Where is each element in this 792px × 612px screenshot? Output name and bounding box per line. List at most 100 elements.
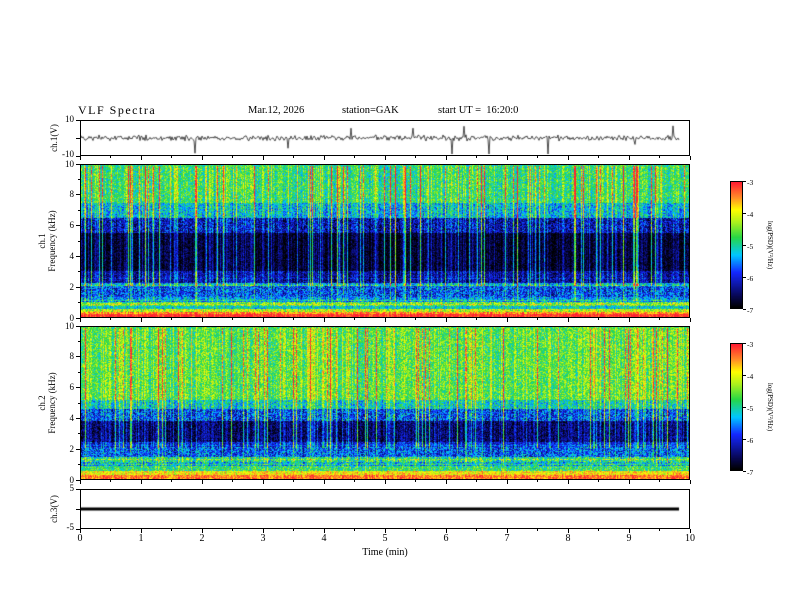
ch3-voltage-axis-text: ch.3(V)	[49, 495, 59, 523]
x-tick	[262, 318, 264, 322]
x-minor-tick	[415, 480, 416, 482]
x-tick	[262, 480, 264, 484]
x-minor-tick	[415, 156, 416, 158]
y-tick	[76, 194, 80, 196]
y-tick	[76, 137, 80, 139]
y-minor-tick	[78, 240, 80, 242]
colorbar-tick-label: -5	[747, 242, 754, 251]
y-minor-tick	[78, 340, 80, 342]
x-tick	[140, 529, 142, 533]
ch2-channel-text: ch.2	[37, 395, 47, 411]
x-tick	[323, 318, 325, 322]
y-tick	[76, 317, 80, 319]
colorbar-tick	[743, 342, 746, 344]
colorbar-tick	[743, 406, 746, 408]
colorbar-2-gradient	[731, 344, 742, 470]
x-tick	[323, 480, 325, 484]
x-tick	[201, 529, 203, 533]
colorbar-tick	[743, 212, 746, 214]
x-minor-tick	[354, 318, 355, 320]
ch1-ymax-label: 10	[65, 114, 74, 124]
y-tick-label: 6	[69, 382, 75, 393]
y-tick-label: 10	[65, 158, 74, 169]
start-ut-label: start UT = 16:20:0	[438, 105, 519, 116]
x-minor-tick	[415, 318, 416, 320]
x-tick-label: 3	[260, 533, 266, 544]
x-tick	[201, 480, 203, 484]
x-minor-tick	[110, 156, 111, 158]
y-minor-tick	[78, 402, 80, 404]
ch1-spectrogram-panel	[80, 164, 690, 318]
ch3-waveform-canvas	[81, 490, 689, 528]
ch2-spectrogram-panel	[80, 326, 690, 480]
x-minor-tick	[659, 529, 660, 531]
x-tick	[689, 318, 691, 322]
x-minor-tick	[110, 318, 111, 320]
x-tick-label: 5	[382, 533, 388, 544]
y-tick	[76, 479, 80, 481]
x-minor-tick	[354, 529, 355, 531]
colorbar-tick-label: -7	[747, 306, 754, 315]
y-tick	[76, 356, 80, 358]
x-tick	[79, 156, 81, 160]
colorbar-1-label: log(PSD)(V²/Hz)	[766, 220, 774, 270]
x-tick	[262, 529, 264, 533]
x-minor-tick	[354, 156, 355, 158]
x-tick	[506, 318, 508, 322]
ch2-frequency-axis-label: ch.2 Frequency (kHz)	[37, 372, 57, 433]
ch3-ymin-label: -5	[66, 522, 75, 532]
colorbar-2	[730, 343, 743, 471]
colorbar-2-label: log(PSD)(V²/Hz)	[766, 382, 774, 432]
x-tick	[79, 318, 81, 322]
ch2-spectrogram-canvas	[81, 327, 689, 479]
y-tick	[76, 225, 80, 227]
colorbar-tick	[743, 438, 746, 440]
y-tick	[76, 417, 80, 419]
ch1-frequency-axis-label: ch.1 Frequency (kHz)	[37, 210, 57, 271]
x-tick	[567, 318, 569, 322]
y-tick-label: 0	[69, 474, 75, 485]
station-label: station=GAK	[342, 105, 399, 116]
x-minor-tick	[232, 318, 233, 320]
x-minor-tick	[476, 156, 477, 158]
x-minor-tick	[171, 480, 172, 482]
x-minor-tick	[171, 318, 172, 320]
y-tick	[76, 325, 80, 327]
x-tick	[384, 480, 386, 484]
x-minor-tick	[598, 480, 599, 482]
y-tick	[76, 119, 80, 121]
y-tick	[76, 488, 80, 490]
x-minor-tick	[598, 318, 599, 320]
x-tick	[384, 156, 386, 160]
colorbar-tick	[743, 470, 746, 472]
x-tick	[201, 156, 203, 160]
x-tick	[140, 156, 142, 160]
x-minor-tick	[110, 480, 111, 482]
x-tick-label: 1	[138, 533, 144, 544]
y-tick-label: 6	[69, 220, 75, 231]
ch1-voltage-axis-label: ch.1(V)	[49, 124, 59, 152]
x-tick	[140, 318, 142, 322]
x-tick	[262, 156, 264, 160]
ch3-ymax-label: 5	[69, 483, 75, 493]
x-minor-tick	[171, 156, 172, 158]
y-tick-label: 8	[69, 189, 75, 200]
ch1-ymin-label: -10	[62, 149, 74, 159]
x-tick-label: 0	[77, 533, 83, 544]
x-tick	[384, 318, 386, 322]
x-minor-tick	[537, 480, 538, 482]
y-tick	[76, 387, 80, 389]
y-tick	[76, 155, 80, 157]
x-tick	[567, 156, 569, 160]
ch3-voltage-axis-label: ch.3(V)	[49, 495, 59, 523]
x-tick-label: 8	[565, 533, 571, 544]
x-minor-tick	[354, 480, 355, 482]
x-tick-label: 9	[626, 533, 632, 544]
x-tick	[567, 529, 569, 533]
x-tick	[445, 480, 447, 484]
x-tick	[506, 529, 508, 533]
x-tick-label: 6	[443, 533, 449, 544]
x-minor-tick	[537, 529, 538, 531]
colorbar-tick-label: -3	[747, 178, 754, 187]
